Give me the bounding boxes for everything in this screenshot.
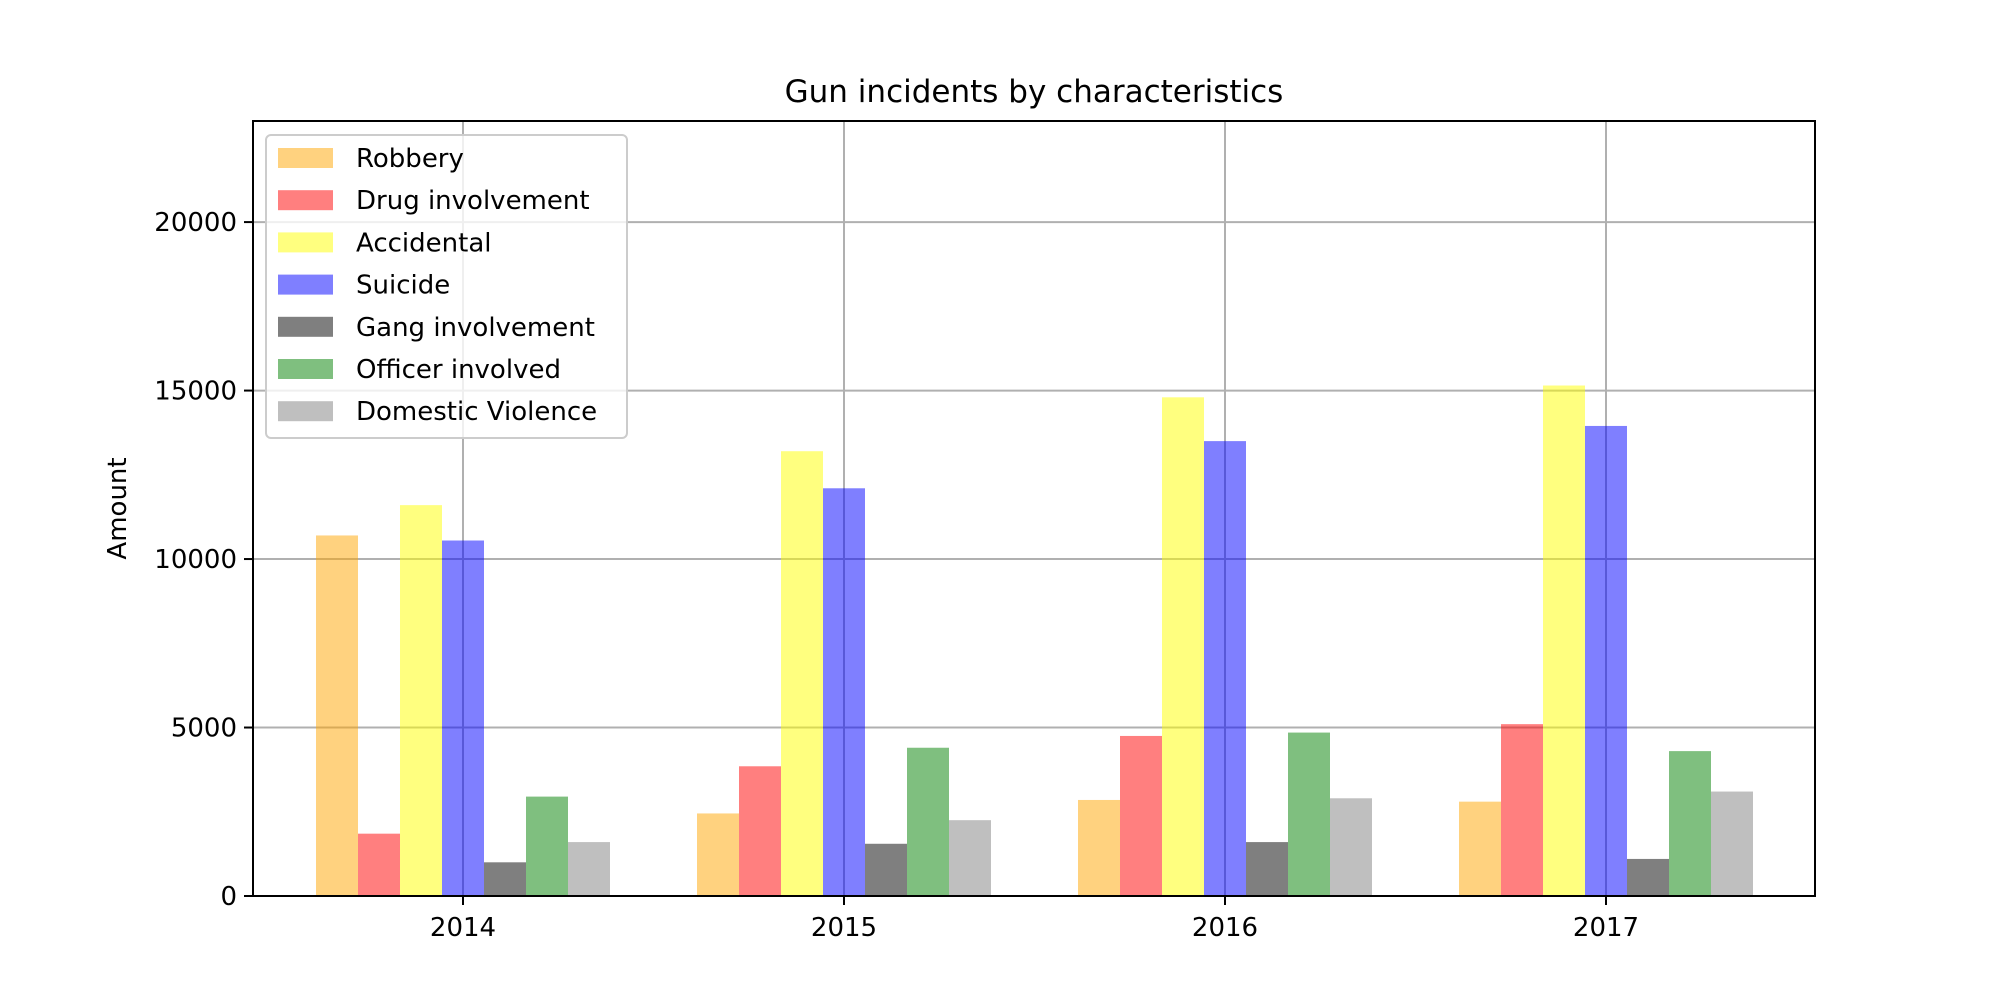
y-tick-label: 10000 (154, 545, 237, 575)
bar-drug-involvement-2017 (1501, 724, 1543, 896)
legend: Robbery Drug involvement Accidental Suicide… (265, 134, 628, 439)
bar-accidental-2014 (400, 505, 442, 896)
y-axis-label: Amount (103, 457, 133, 559)
legend-label: Gang involvement (356, 313, 595, 343)
bar-drug-involvement-2014 (358, 833, 400, 896)
legend-swatch (278, 232, 333, 253)
bar-domestic-violence-2016 (1330, 798, 1372, 896)
legend-swatch (278, 274, 333, 295)
ticks: 0 5000 10000 15000 20000 2014 2015 2016 2017 (154, 208, 1639, 943)
plot-frame (252, 120, 1816, 897)
legend-label: Officer involved (356, 355, 561, 385)
x-tick-label: 2016 (1192, 913, 1258, 943)
bar-gang-involvement-2015 (865, 843, 907, 896)
legend-label: Robbery (356, 144, 464, 174)
legend-swatch (278, 316, 333, 337)
bars (316, 385, 1753, 896)
bar-robbery-2016 (1078, 799, 1120, 896)
bar-accidental-2015 (781, 451, 823, 896)
bar-domestic-violence-2017 (1711, 791, 1753, 896)
legend-label: Accidental (356, 228, 491, 258)
x-tick-label: 2014 (430, 913, 496, 943)
chart-title: Gun incidents by characteristics (785, 74, 1284, 110)
bar-gang-involvement-2017 (1627, 858, 1669, 896)
legend-box (265, 134, 628, 439)
bar-robbery-2017 (1459, 801, 1501, 896)
bar-robbery-2014 (316, 535, 358, 896)
bar-gang-involvement-2014 (484, 862, 526, 896)
bar-domestic-violence-2015 (949, 820, 991, 896)
bar-officer-involved-2015 (907, 747, 949, 896)
bar-suicide-2014 (442, 540, 484, 896)
bar-drug-involvement-2016 (1120, 735, 1162, 896)
bar-drug-involvement-2015 (739, 766, 781, 896)
legend-swatch (278, 401, 333, 422)
x-tick-label: 2017 (1573, 913, 1639, 943)
legend-swatch (278, 359, 333, 379)
legend-label: Suicide (356, 271, 450, 301)
y-tick-label: 20000 (154, 208, 237, 238)
y-tick-label: 0 (220, 882, 237, 912)
bar-domestic-violence-2014 (568, 842, 610, 896)
legend-label: Drug involvement (356, 186, 590, 216)
bar-officer-involved-2014 (526, 796, 568, 896)
legend-swatch (278, 148, 333, 168)
bar-accidental-2017 (1543, 385, 1585, 896)
bar-suicide-2015 (823, 488, 865, 896)
y-tick-label: 5000 (171, 714, 237, 744)
bar-gang-involvement-2016 (1246, 842, 1288, 896)
bar-suicide-2017 (1585, 425, 1627, 896)
legend-swatch (278, 190, 333, 211)
bar-robbery-2015 (697, 813, 739, 896)
x-tick-label: 2015 (811, 913, 877, 943)
bar-officer-involved-2016 (1288, 732, 1330, 896)
legend-label: Domestic Violence (356, 397, 597, 427)
bar-accidental-2016 (1162, 397, 1204, 896)
y-tick-label: 15000 (154, 377, 237, 407)
bar-officer-involved-2017 (1669, 751, 1711, 896)
bar-suicide-2016 (1204, 441, 1246, 896)
